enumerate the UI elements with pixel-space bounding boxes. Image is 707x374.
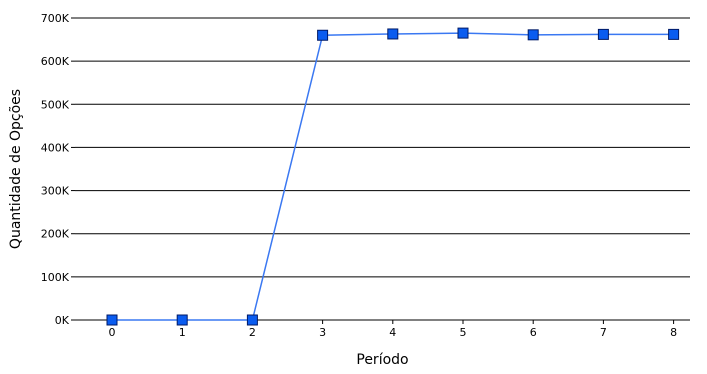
x-tick-label: 7 bbox=[600, 326, 607, 339]
data-point bbox=[527, 29, 539, 41]
x-axis-title: Período bbox=[356, 352, 408, 368]
data-point bbox=[387, 28, 399, 40]
data-point bbox=[597, 28, 609, 40]
y-tick-label: 300K bbox=[41, 185, 70, 198]
y-tick-label: 400K bbox=[41, 141, 70, 154]
grid-lines bbox=[75, 17, 690, 278]
x-tick-labels: 0 1 2 3 4 5 6 7 8 bbox=[109, 320, 677, 339]
y-tick-label: 600K bbox=[41, 55, 70, 68]
x-tick-label: 3 bbox=[319, 326, 326, 339]
x-tick-label: 8 bbox=[670, 326, 677, 339]
y-tick-label: 100K bbox=[41, 271, 70, 284]
data-point bbox=[176, 314, 188, 326]
y-tick-label: 500K bbox=[41, 98, 70, 111]
x-tick-label: 2 bbox=[249, 326, 256, 339]
y-tick-labels: 0K 100K 200K 300K 400K 500K 600K 700K bbox=[41, 12, 75, 327]
x-tick-label: 5 bbox=[460, 326, 467, 339]
data-point bbox=[457, 27, 469, 39]
series-group bbox=[106, 27, 680, 326]
data-point bbox=[106, 314, 118, 326]
x-tick-label: 1 bbox=[179, 326, 186, 339]
data-point bbox=[317, 29, 329, 41]
data-point bbox=[668, 28, 680, 40]
y-tick-label: 0K bbox=[55, 314, 70, 327]
y-tick-label: 200K bbox=[41, 228, 70, 241]
x-tick-label: 4 bbox=[389, 326, 396, 339]
y-tick-label: 700K bbox=[41, 12, 70, 25]
data-point bbox=[246, 314, 258, 326]
x-tick-label: 6 bbox=[530, 326, 537, 339]
y-axis-title: Quantidade de Opções bbox=[8, 89, 24, 249]
x-tick-label: 0 bbox=[109, 326, 116, 339]
